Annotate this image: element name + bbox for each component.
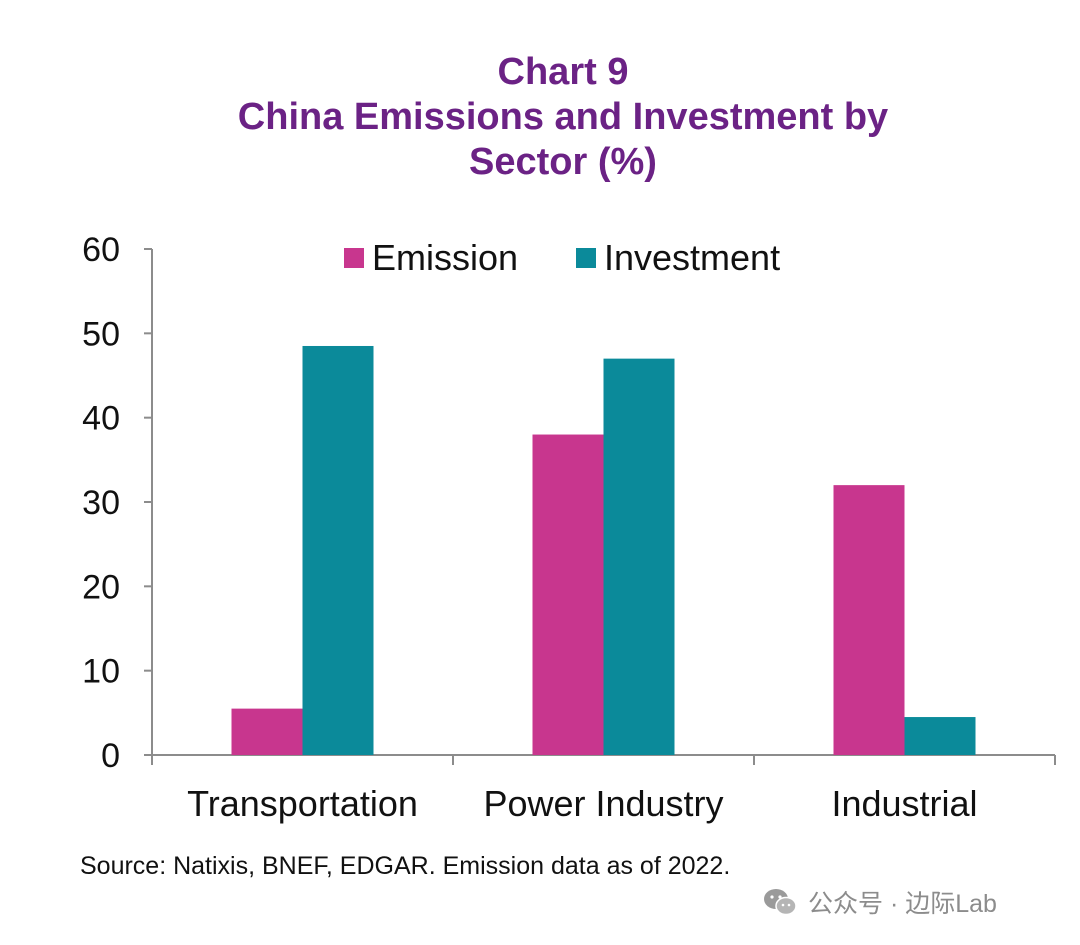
x-category-label: Industrial <box>831 783 977 824</box>
legend-swatch-emission <box>344 248 364 268</box>
y-tick-label: 60 <box>82 231 120 269</box>
legend-label-investment: Investment <box>604 237 780 278</box>
source-note: Source: Natixis, BNEF, EDGAR. Emission d… <box>80 852 731 880</box>
bar-emission-transportation <box>231 708 303 755</box>
chart-title-line-1: Chart 9 <box>497 51 629 93</box>
bar-emission-industrial <box>833 485 905 755</box>
bar-investment-transportation <box>302 345 374 755</box>
y-tick-label: 20 <box>82 568 120 606</box>
bar-chart: 0 10 20 30 40 50 60 Transportation Power Industr… <box>82 231 1056 824</box>
y-tick-label: 30 <box>82 484 120 522</box>
wechat-icon <box>764 889 797 916</box>
chart-title-line-2: China Emissions and Investment by <box>237 96 889 138</box>
bar-emission-power-industry <box>532 434 604 755</box>
y-tick-label: 10 <box>82 653 120 691</box>
chart-title-line-3: Sector (%) <box>469 141 657 183</box>
legend-swatch-investment <box>576 248 596 268</box>
legend-label-emission: Emission <box>372 237 518 278</box>
x-category-label: Transportation <box>187 783 418 824</box>
watermark-text: 公众号 · 边际Lab <box>808 890 997 918</box>
watermark: 公众号 · 边际Lab <box>762 884 997 920</box>
y-tick-label: 0 <box>101 737 120 775</box>
y-tick-label: 40 <box>82 400 120 438</box>
y-tick-label: 50 <box>82 315 120 353</box>
bar-investment-power-industry <box>603 358 675 755</box>
x-category-label: Power Industry <box>483 783 723 824</box>
bar-investment-industrial <box>904 717 976 755</box>
chart-title: Chart 9 China Emissions and Investment b… <box>0 50 1080 185</box>
